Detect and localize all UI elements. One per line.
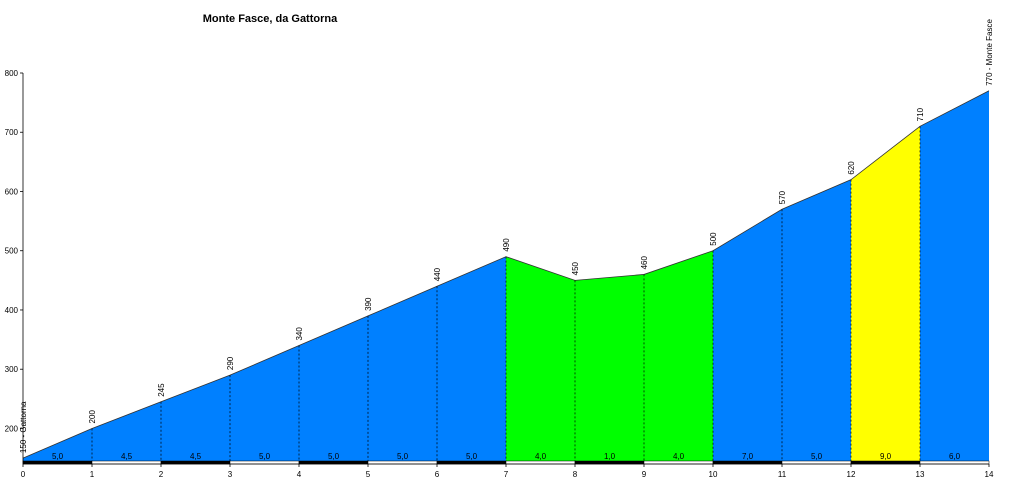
- gradient-label: 7,0: [742, 452, 754, 461]
- gradient-bar: [367, 460, 438, 465]
- x-tick-label: 8: [573, 470, 578, 479]
- gradient-label: 5,0: [259, 452, 271, 461]
- elevation-label: 450: [571, 261, 580, 275]
- y-tick-label: 200: [5, 424, 19, 433]
- x-tick-label: 4: [297, 470, 302, 479]
- elevation-label: 245: [157, 383, 166, 397]
- profile-segment: [92, 401, 161, 464]
- gradient-bar: [160, 460, 231, 465]
- x-tick-label: 9: [642, 470, 647, 479]
- gradient-bar: [436, 460, 507, 465]
- gradient-label: 4,0: [535, 452, 547, 461]
- x-tick-label: 11: [778, 470, 787, 479]
- y-tick-label: 500: [5, 247, 19, 256]
- x-tick-label: 12: [847, 470, 856, 479]
- profile-segment: [713, 209, 782, 464]
- profile-segment: [299, 315, 368, 464]
- gradient-bar: [781, 460, 852, 465]
- profile-segment: [644, 250, 713, 464]
- elevation-label: 460: [640, 256, 649, 270]
- elevation-label: 150 - Gattorna: [19, 401, 28, 453]
- gradient-label: 5,0: [811, 452, 823, 461]
- x-tick-label: 1: [90, 470, 95, 479]
- gradient-bar: [574, 460, 645, 465]
- gradient-bar: [298, 460, 369, 465]
- gradient-label: 9,0: [880, 452, 892, 461]
- gradient-bar: [919, 460, 990, 465]
- gradient-label: 5,0: [52, 452, 64, 461]
- gradient-bar: [229, 460, 300, 465]
- elevation-label: 440: [433, 267, 442, 281]
- gradient-label: 6,0: [949, 452, 961, 461]
- x-tick-label: 7: [504, 470, 509, 479]
- x-tick-label: 0: [21, 470, 26, 479]
- elevation-label: 570: [778, 190, 787, 204]
- profile-segment: [230, 345, 299, 464]
- gradient-bar: [643, 460, 714, 465]
- gradient-label: 4,5: [190, 452, 202, 461]
- gradient-label: 4,0: [673, 452, 685, 461]
- profile-segment: [782, 179, 851, 465]
- elevation-label: 290: [226, 356, 235, 370]
- gradient-label: 1,0: [604, 452, 616, 461]
- gradient-bar: [712, 460, 783, 465]
- profile-segment: [161, 375, 230, 464]
- x-tick-label: 5: [366, 470, 371, 479]
- x-tick-label: 13: [916, 470, 925, 479]
- profile-segment: [23, 428, 92, 464]
- elevation-label: 490: [502, 238, 511, 252]
- elevation-label: 710: [916, 107, 925, 121]
- profile-segment: [575, 274, 644, 464]
- gradient-label: 5,0: [328, 452, 340, 461]
- gradient-label: 5,0: [397, 452, 409, 461]
- chart-title: Monte Fasce, da Gattorna: [203, 13, 338, 25]
- x-tick-label: 3: [228, 470, 233, 479]
- elevation-label: 390: [364, 297, 373, 311]
- x-tick-label: 2: [159, 470, 164, 479]
- elevation-label: 340: [295, 327, 304, 341]
- gradient-label: 5,0: [466, 452, 478, 461]
- gradient-bar: [91, 460, 162, 465]
- x-tick-label: 14: [985, 470, 994, 479]
- profile-segment: [506, 256, 575, 464]
- profile-segment: [920, 90, 989, 464]
- y-tick-label: 800: [5, 69, 19, 78]
- gradient-label: 4,5: [121, 452, 133, 461]
- y-tick-label: 700: [5, 128, 19, 137]
- gradient-bar: [22, 460, 93, 465]
- y-tick-label: 600: [5, 187, 19, 196]
- gradient-bar: [850, 460, 921, 465]
- elevation-label: 500: [709, 232, 718, 246]
- profile-segment: [368, 286, 437, 464]
- x-tick-label: 10: [709, 470, 718, 479]
- profile-segment: [437, 256, 506, 464]
- elevation-label: 200: [88, 410, 97, 424]
- profile-segment: [851, 126, 920, 465]
- y-tick-label: 400: [5, 306, 19, 315]
- x-tick-label: 6: [435, 470, 440, 479]
- elevation-label: 620: [847, 161, 856, 175]
- y-tick-label: 300: [5, 365, 19, 374]
- elevation-label: 770 - Monte Fasce: [985, 19, 994, 86]
- gradient-bar: [505, 460, 576, 465]
